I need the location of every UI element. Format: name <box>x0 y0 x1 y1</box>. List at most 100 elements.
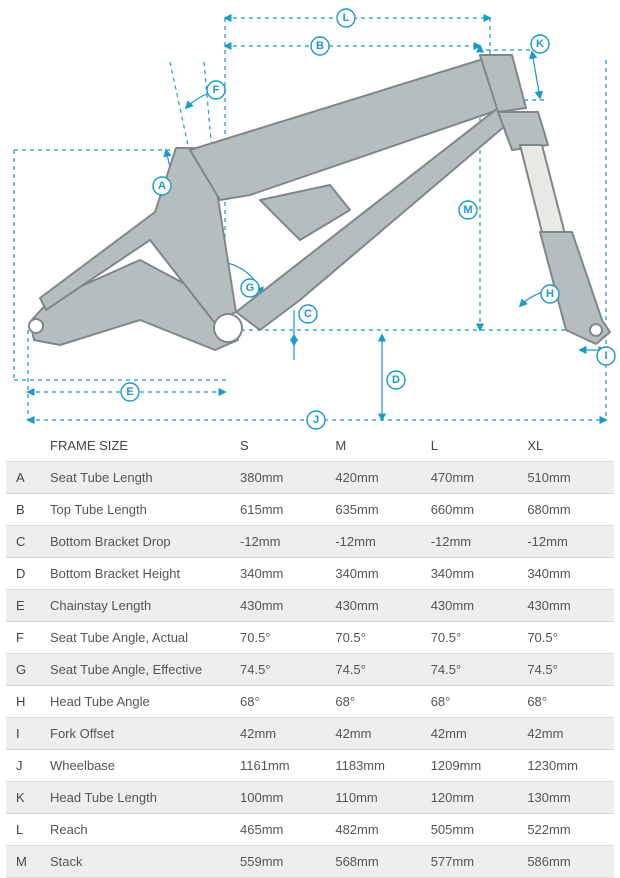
row-label: Seat Tube Angle, Actual <box>40 622 230 654</box>
svg-text:A: A <box>158 180 166 192</box>
row-val-l: 505mm <box>421 814 518 846</box>
row-val-l: 42mm <box>421 718 518 750</box>
table-row: GSeat Tube Angle, Effective74.5°74.5°74.… <box>6 654 614 686</box>
row-val-s: 559mm <box>230 846 325 878</box>
row-label: Seat Tube Angle, Effective <box>40 654 230 686</box>
marker-H: H <box>541 285 559 303</box>
row-label: Chainstay Length <box>40 590 230 622</box>
row-key: L <box>6 814 40 846</box>
table-row: MStack559mm568mm577mm586mm <box>6 846 614 878</box>
row-key: J <box>6 750 40 782</box>
row-val-m: 74.5° <box>325 654 420 686</box>
row-label: Wheelbase <box>40 750 230 782</box>
marker-K: K <box>531 35 549 53</box>
svg-text:H: H <box>546 288 554 300</box>
row-label: Head Tube Length <box>40 782 230 814</box>
marker-E: E <box>121 383 139 401</box>
row-val-s: 615mm <box>230 494 325 526</box>
row-val-m: 568mm <box>325 846 420 878</box>
row-key: I <box>6 718 40 750</box>
row-val-l: 1209mm <box>421 750 518 782</box>
svg-text:E: E <box>126 386 133 398</box>
row-val-xl: 430mm <box>517 590 614 622</box>
table-row: JWheelbase1161mm1183mm1209mm1230mm <box>6 750 614 782</box>
svg-text:F: F <box>213 84 220 96</box>
row-val-m: 42mm <box>325 718 420 750</box>
col-label: FRAME SIZE <box>40 430 230 462</box>
row-val-l: 70.5° <box>421 622 518 654</box>
row-val-l: 74.5° <box>421 654 518 686</box>
row-key: E <box>6 590 40 622</box>
table-row: DBottom Bracket Height340mm340mm340mm340… <box>6 558 614 590</box>
row-label: Top Tube Length <box>40 494 230 526</box>
row-val-l: 660mm <box>421 494 518 526</box>
row-key: D <box>6 558 40 590</box>
col-size-s: S <box>230 430 325 462</box>
row-val-l: 470mm <box>421 462 518 494</box>
row-val-s: 1161mm <box>230 750 325 782</box>
row-val-m: 1183mm <box>325 750 420 782</box>
row-val-xl: 70.5° <box>517 622 614 654</box>
row-val-xl: 522mm <box>517 814 614 846</box>
marker-B: B <box>311 37 329 55</box>
table-row: LReach465mm482mm505mm522mm <box>6 814 614 846</box>
row-val-s: 74.5° <box>230 654 325 686</box>
table-row: EChainstay Length430mm430mm430mm430mm <box>6 590 614 622</box>
row-key: K <box>6 782 40 814</box>
row-val-xl: 68° <box>517 686 614 718</box>
row-val-m: 110mm <box>325 782 420 814</box>
table-row: BTop Tube Length615mm635mm660mm680mm <box>6 494 614 526</box>
row-label: Seat Tube Length <box>40 462 230 494</box>
row-key: C <box>6 526 40 558</box>
marker-L: L <box>337 9 355 27</box>
row-label: Head Tube Angle <box>40 686 230 718</box>
table-row: HHead Tube Angle68°68°68°68° <box>6 686 614 718</box>
svg-text:M: M <box>463 204 472 216</box>
marker-C: C <box>299 305 317 323</box>
marker-G: G <box>241 279 259 297</box>
row-val-m: -12mm <box>325 526 420 558</box>
row-val-l: 120mm <box>421 782 518 814</box>
geometry-table: FRAME SIZE S M L XL ASeat Tube Length380… <box>6 430 614 878</box>
row-val-m: 340mm <box>325 558 420 590</box>
row-val-s: 68° <box>230 686 325 718</box>
row-label: Stack <box>40 846 230 878</box>
table-header-row: FRAME SIZE S M L XL <box>6 430 614 462</box>
marker-F: F <box>207 81 225 99</box>
row-val-l: 430mm <box>421 590 518 622</box>
row-val-m: 70.5° <box>325 622 420 654</box>
row-val-xl: 340mm <box>517 558 614 590</box>
row-val-s: 430mm <box>230 590 325 622</box>
svg-text:G: G <box>246 282 255 294</box>
row-val-l: 68° <box>421 686 518 718</box>
row-val-m: 482mm <box>325 814 420 846</box>
row-val-m: 635mm <box>325 494 420 526</box>
table-row: ASeat Tube Length380mm420mm470mm510mm <box>6 462 614 494</box>
marker-A: A <box>153 177 171 195</box>
svg-text:D: D <box>392 374 400 386</box>
svg-text:C: C <box>304 308 312 320</box>
row-key: F <box>6 622 40 654</box>
marker-J: J <box>307 411 325 429</box>
row-val-xl: 74.5° <box>517 654 614 686</box>
row-val-s: 380mm <box>230 462 325 494</box>
row-val-s: 70.5° <box>230 622 325 654</box>
svg-text:I: I <box>604 350 607 362</box>
svg-text:B: B <box>316 40 324 52</box>
row-key: M <box>6 846 40 878</box>
row-key: A <box>6 462 40 494</box>
marker-I: I <box>597 347 615 365</box>
row-label: Reach <box>40 814 230 846</box>
row-key: B <box>6 494 40 526</box>
svg-text:L: L <box>343 12 350 24</box>
table-row: IFork Offset42mm42mm42mm42mm <box>6 718 614 750</box>
marker-M: M <box>459 201 477 219</box>
row-val-xl: 586mm <box>517 846 614 878</box>
row-val-l: 577mm <box>421 846 518 878</box>
col-size-xl: XL <box>517 430 614 462</box>
row-label: Fork Offset <box>40 718 230 750</box>
row-val-s: 465mm <box>230 814 325 846</box>
svg-text:K: K <box>536 38 544 50</box>
row-val-s: 100mm <box>230 782 325 814</box>
row-label: Bottom Bracket Height <box>40 558 230 590</box>
